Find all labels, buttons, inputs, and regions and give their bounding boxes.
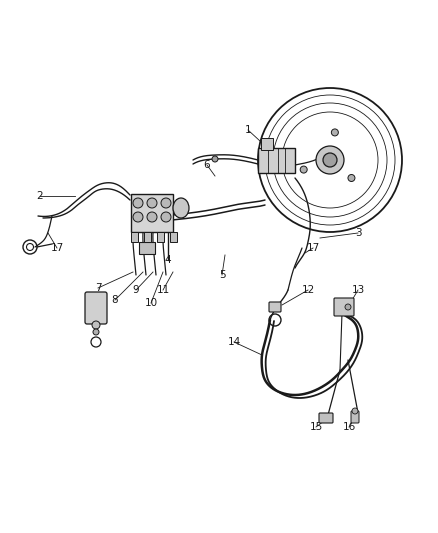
Text: 15: 15	[309, 422, 323, 432]
Ellipse shape	[173, 198, 189, 218]
Circle shape	[161, 212, 171, 222]
Bar	[258, 148, 295, 173]
Circle shape	[345, 304, 351, 310]
Text: 11: 11	[156, 285, 170, 295]
FancyBboxPatch shape	[334, 298, 354, 316]
Bar	[170, 232, 177, 242]
Text: 12: 12	[301, 285, 314, 295]
Circle shape	[133, 198, 143, 208]
FancyBboxPatch shape	[269, 302, 281, 312]
Circle shape	[348, 174, 355, 182]
Circle shape	[212, 156, 218, 162]
Circle shape	[316, 146, 344, 174]
Text: 9: 9	[133, 285, 139, 295]
Circle shape	[92, 321, 100, 329]
Bar	[139, 242, 155, 254]
Text: 10: 10	[145, 298, 158, 308]
Text: 2: 2	[37, 191, 43, 201]
FancyBboxPatch shape	[131, 194, 173, 232]
Circle shape	[300, 166, 307, 173]
Bar	[261, 138, 273, 150]
FancyBboxPatch shape	[319, 413, 333, 423]
Circle shape	[147, 212, 157, 222]
FancyBboxPatch shape	[351, 411, 359, 423]
Text: 5: 5	[219, 270, 225, 280]
FancyBboxPatch shape	[85, 292, 107, 324]
Text: 6: 6	[204, 160, 210, 170]
Circle shape	[93, 329, 99, 335]
Text: 8: 8	[112, 295, 118, 305]
Circle shape	[161, 198, 171, 208]
Bar	[144, 232, 151, 242]
Circle shape	[133, 212, 143, 222]
Text: 3: 3	[355, 228, 361, 238]
Circle shape	[332, 129, 339, 136]
Text: 16: 16	[343, 422, 356, 432]
Text: 17: 17	[50, 243, 64, 253]
Text: 17: 17	[306, 243, 320, 253]
Text: 1: 1	[245, 125, 251, 135]
Text: 14: 14	[227, 337, 240, 347]
Circle shape	[147, 198, 157, 208]
Bar	[157, 232, 164, 242]
Text: 7: 7	[95, 283, 101, 293]
Circle shape	[352, 408, 358, 414]
Circle shape	[323, 153, 337, 167]
Bar	[131, 232, 138, 242]
Text: 13: 13	[351, 285, 364, 295]
Text: 4: 4	[165, 255, 171, 265]
